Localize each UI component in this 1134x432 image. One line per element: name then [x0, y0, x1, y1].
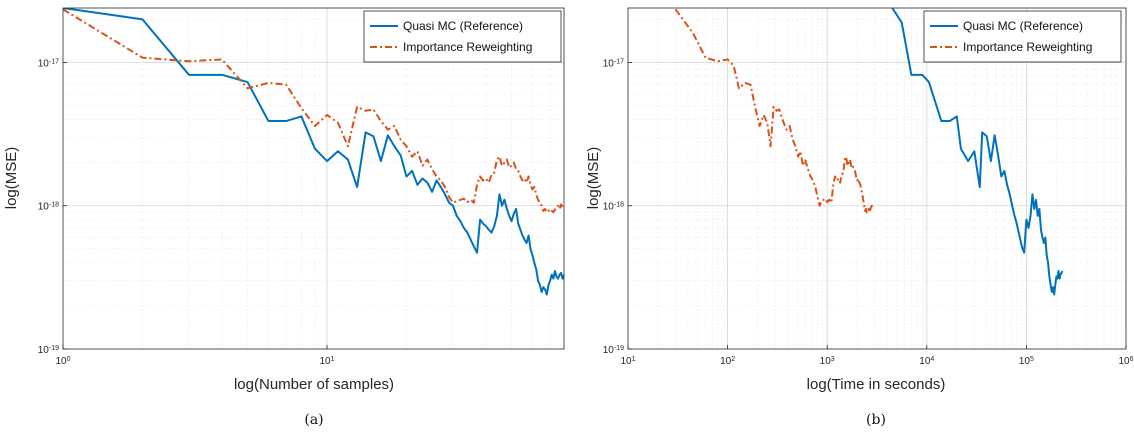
legend: Quasi MC (Reference) Importance Reweighti…	[363, 10, 562, 63]
legend-box	[363, 10, 562, 63]
series-line-importance-reweighting	[674, 8, 875, 214]
legend-label: Quasi MC (Reference)	[963, 19, 1083, 33]
legend-label: Importance Reweighting	[403, 40, 532, 54]
major-grid	[63, 8, 564, 349]
legend-label: Importance Reweighting	[963, 40, 1092, 54]
series-line-quasi-mc	[63, 8, 564, 296]
x-tick-label: 101	[620, 356, 635, 368]
axes-box	[627, 7, 1127, 350]
subfigure-caption: (b)	[866, 412, 886, 428]
y-tick-label: 10-17	[38, 58, 59, 70]
x-tick-label: 104	[919, 356, 934, 368]
y-tick-label: 10-18	[603, 201, 624, 213]
legend-box	[923, 10, 1122, 63]
x-tick-label: 101	[319, 356, 334, 368]
y-tick-label: 10-17	[603, 58, 624, 70]
x-tick-label: 102	[720, 356, 735, 368]
major-grid	[628, 8, 1126, 349]
series-group	[674, 8, 1064, 296]
x-tick-label: 100	[55, 356, 70, 368]
series-group	[63, 8, 564, 296]
x-axis-label: log(Number of samples)	[234, 376, 394, 393]
series-line-importance-reweighting	[63, 8, 564, 214]
x-tick-label: 103	[820, 356, 835, 368]
ticks: 100 101 10-19 10-18 10-17	[38, 58, 335, 367]
axes-box	[62, 7, 565, 350]
subfigure-caption: (a)	[304, 412, 323, 428]
y-tick-label: 10-18	[38, 201, 59, 213]
ticks: 101 102 103 104 105 106 10-19 10-18 10-17	[603, 58, 1134, 367]
x-tick-label: 106	[1118, 356, 1133, 368]
y-tick-label: 10-19	[603, 345, 624, 357]
y-axis-label: log(MSE)	[585, 147, 602, 210]
x-tick-label: 105	[1019, 356, 1034, 368]
series-line-quasi-mc	[891, 8, 1064, 296]
legend: Quasi MC (Reference) Importance Reweighti…	[923, 10, 1122, 63]
y-axis-label: log(MSE)	[3, 147, 20, 210]
legend-label: Quasi MC (Reference)	[403, 19, 523, 33]
chart-panel-a: 100 101 10-19 10-18 10-17 log(Number of sampl…	[3, 7, 565, 428]
y-tick-label: 10-19	[38, 345, 59, 357]
chart-panel-b: 101 102 103 104 105 106 10-19 10-18 10-17 log(Tim…	[585, 7, 1134, 428]
minor-grid	[628, 8, 1126, 349]
minor-grid	[63, 8, 564, 349]
x-axis-label: log(Time in seconds)	[807, 376, 946, 393]
